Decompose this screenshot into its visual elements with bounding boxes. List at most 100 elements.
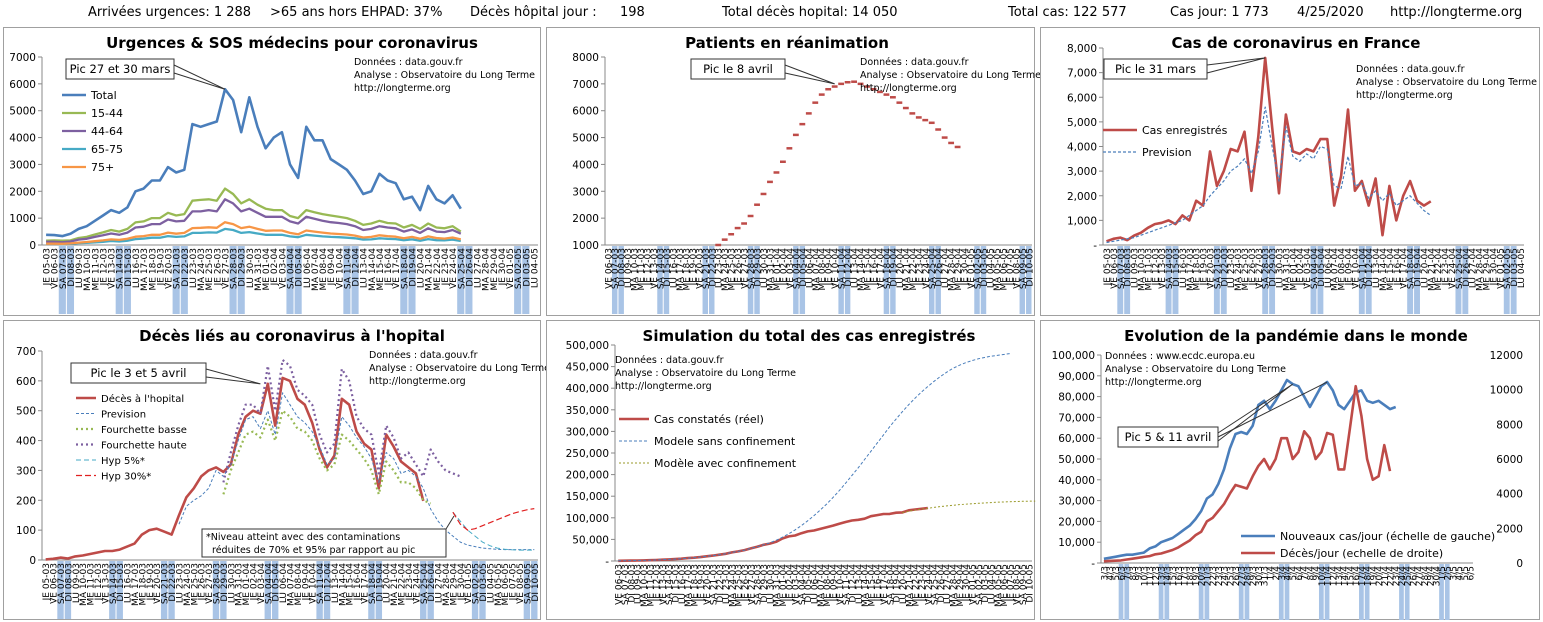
annotation-pointer — [173, 64, 226, 90]
x-tick-label: MA 14-04 — [338, 563, 348, 606]
weekend-band — [160, 561, 168, 619]
x-tick-label: SA 11-04 — [316, 563, 326, 604]
legend-label: Fourchette haute — [101, 441, 187, 452]
y-tick-label: 100 — [16, 525, 36, 537]
source-text: Analyse : Observatoire du Long Terme — [615, 368, 796, 379]
x-tick-label: SA 04-04 — [798, 564, 808, 605]
x-tick-label: 25/4 — [1404, 566, 1414, 586]
x-tick-label: JE 16-04 — [874, 564, 884, 603]
weekend-band — [457, 246, 465, 314]
annotation-box — [65, 58, 175, 80]
x-tick-label: VE 20-03 — [153, 563, 163, 604]
weekend-band — [1117, 246, 1124, 314]
y-tick-label: 2000 — [9, 186, 36, 198]
chart-monde: Evolution de la pandémie dans le monde - 1… — [1052, 327, 1523, 620]
legend-label: 75+ — [91, 161, 114, 174]
x-tick-label: SA 09-05 — [523, 563, 533, 604]
x-tick-label: DI 26-04 — [937, 564, 947, 603]
x-tick-label: ME 22-04 — [909, 248, 919, 291]
y-tick-label: 200 — [16, 495, 36, 507]
weekend-band — [1269, 246, 1276, 314]
x-tick-label: ME 01-04 — [242, 563, 252, 606]
x-tick-label: ME 29-04 — [956, 564, 966, 607]
weekend-band — [351, 246, 359, 314]
x-tick-label: DI 03-05 — [980, 248, 990, 287]
x-tick-label: DI 29-03 — [754, 248, 764, 287]
x-tick-label: LU 04-05 — [486, 563, 496, 603]
x-tick-label: JE 12-03 — [99, 248, 109, 286]
x-tick-label: JE 16-04 — [353, 563, 363, 602]
weekend-band — [1238, 564, 1244, 620]
x-tick-label: SA 02-05 — [514, 248, 524, 289]
weekend-band — [1213, 246, 1220, 314]
weekend-band — [1318, 564, 1324, 620]
chart-title: Simulation du total des cas enregistrés — [643, 327, 976, 345]
x-tick-label: VE 27-03 — [221, 248, 231, 289]
x-tick-label: JE 09-04 — [825, 248, 835, 287]
panel-cas: Cas de coronavirus en France - 1,000 2,000 3… — [1040, 27, 1540, 316]
x-tick-label: VE 20-03 — [1206, 248, 1216, 289]
x-tick-label: VE 10-04 — [1351, 248, 1361, 289]
x-tick-label: JE 09-04 — [327, 248, 337, 287]
annotation-pointer — [1217, 381, 1328, 438]
x-tick-label: 11/3 — [1146, 566, 1156, 586]
x-tick-label: VE 03-04 — [792, 564, 802, 605]
x-tick-label: MA 17-03 — [684, 564, 694, 607]
x-tick-label: SA 28-03 — [754, 564, 764, 605]
x-tick-label: JE 26-03 — [1248, 248, 1258, 286]
weekend-band — [1455, 246, 1462, 314]
source-text: Données : www.ecdc.europa.eu — [1105, 351, 1255, 362]
series-line-4 — [452, 511, 535, 551]
y-tick-label: 0 — [29, 555, 36, 567]
weekend-band — [479, 561, 486, 619]
legend-label: Décès à l'hopital — [101, 393, 184, 405]
y-tick-label: 250,000 — [566, 448, 609, 460]
y-tick-label: 500,000 — [566, 340, 609, 352]
series-line-0 — [45, 376, 425, 561]
x-tick-label: MA 14-04 — [368, 248, 378, 291]
x-tick-label: MA 21-04 — [390, 563, 400, 606]
x-tick-label: SA 14-03 — [109, 563, 119, 604]
x-tick-label: SA 21-03 — [1213, 248, 1223, 289]
chart-title: Patients en réanimation — [685, 34, 889, 52]
y-tick-label: 80,000 — [1058, 392, 1095, 404]
weekend-band — [844, 246, 851, 314]
x-tick-label: LU 13-04 — [855, 564, 865, 604]
x-tick-label: 29/4 — [1427, 566, 1437, 586]
x-tick-label: LU 13-04 — [331, 563, 341, 603]
weekend-band — [514, 246, 522, 314]
x-tick-label: VE 13-03 — [101, 563, 111, 604]
x-tick-label: MA 17-03 — [1186, 248, 1196, 291]
x-tick-label: LU 16-03 — [132, 248, 142, 288]
x-tick-label: 5/5 — [1461, 566, 1471, 580]
x-tick-label: DI 10-05 — [1025, 564, 1035, 603]
y-tick-label: 60,000 — [1058, 433, 1095, 445]
x-tick-label: VE 01-05 — [967, 248, 977, 289]
note-text: réduites de 70% et 95% par rapport au pi… — [212, 545, 415, 556]
x-tick-label: LU 20-04 — [383, 563, 393, 603]
header-total-deces: Total décès hopital: 14 050 — [722, 5, 898, 20]
x-tick-label: SA 25-04 — [1455, 248, 1465, 289]
weekend-band — [168, 561, 175, 619]
x-tick-label: SA 11-04 — [1358, 248, 1368, 289]
x-tick-label: 23/3 — [1215, 566, 1225, 586]
x-tick-label: 25/3 — [1226, 566, 1236, 586]
x-tick-label: 2/5 — [1444, 566, 1454, 580]
x-tick-label: 22/4 — [1387, 566, 1397, 586]
x-tick-label: VE 08-05 — [1012, 248, 1022, 289]
x-tick-label: ME 15-04 — [864, 248, 874, 291]
x-tick-label: DI 08-03 — [64, 563, 74, 602]
x-tick-label: ME 22-04 — [398, 563, 408, 606]
weekend-band — [66, 246, 75, 314]
x-tick-label: 24/4 — [1398, 566, 1408, 586]
x-tick-label: JE 19-03 — [156, 248, 166, 286]
weekend-band — [465, 246, 473, 314]
x-tick-label: DI 03-05 — [1510, 248, 1520, 287]
weekend-band — [1164, 564, 1170, 620]
x-tick-label: SA 04-04 — [264, 563, 274, 604]
panel-deces: Décès liés au coronavirus à l'hopital 0 10… — [3, 320, 550, 620]
x-tick-label: DI 29-03 — [1269, 248, 1279, 287]
weekend-band — [754, 246, 760, 314]
x-tick-label: MA 28-04 — [442, 563, 452, 606]
x-tick-label: SA 18-04 — [886, 564, 896, 605]
